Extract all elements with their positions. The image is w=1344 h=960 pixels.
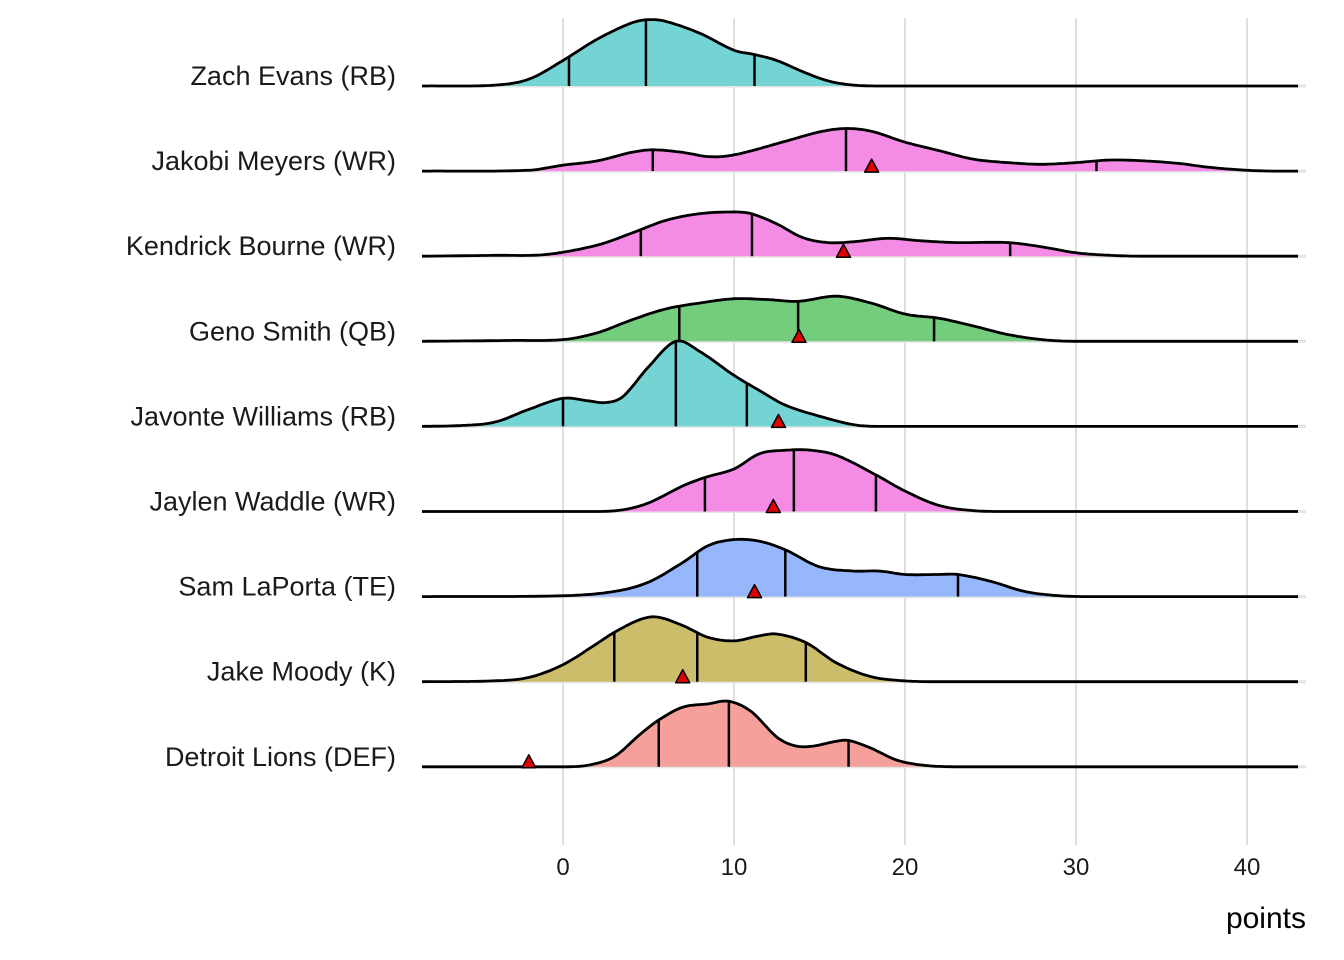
density-area [422,449,1298,512]
marker-triangle [674,668,691,684]
y-axis-label: Geno Smith (QB) [189,316,396,346]
marker-triangle [770,413,787,429]
ridge-zach-evans-rb [422,18,1298,88]
density-area [422,211,1298,257]
x-tick-label: 10 [721,854,748,881]
y-axis-label: Zach Evans (RB) [190,61,396,91]
density-area [422,19,1298,87]
density-outline [422,448,1298,513]
ridge-sam-laporta-te [422,537,1298,599]
marker-triangle [765,498,782,514]
density-outline [421,339,1298,428]
ridge-kendrick-bourne-wr [422,210,1298,258]
density-area [422,539,1298,597]
x-tick-label: 0 [556,854,569,881]
x-tick-label: 30 [1063,854,1090,881]
y-axis-label: Detroit Lions (DEF) [165,742,396,772]
y-axis-label: Jaylen Waddle (WR) [149,487,396,517]
marker-triangle [521,754,537,769]
y-axis-label: Jakobi Meyers (WR) [151,146,396,176]
marker-triangle [791,328,807,344]
x-axis-title: points [1226,902,1306,935]
y-axis-label: Sam LaPorta (TE) [178,572,396,602]
ridge-javonte-williams-rb [421,339,1298,429]
ridge-detroit-lions-def [422,699,1298,769]
density-area [422,616,1298,682]
density-area [422,296,1298,342]
x-tick-label: 40 [1234,854,1261,881]
density-outline [422,18,1298,88]
density-outline [422,294,1298,343]
marker-triangle [835,243,852,258]
y-axis-labels: Zach Evans (RB) Jakobi Meyers (WR) Kendric… [126,61,396,772]
density-area [422,340,1298,427]
x-tick-label: 20 [892,854,919,881]
density-outline [422,210,1298,258]
density-outline [422,537,1298,598]
ridge-jaylen-waddle-wr [422,448,1298,514]
marker-triangle [863,158,880,173]
density-outline [422,699,1298,769]
density-area [422,701,1298,767]
ridge-jake-moody-k [422,615,1298,684]
y-axis-label: Jake Moody (K) [207,657,396,687]
density-area [422,128,1298,172]
density-outline [422,127,1298,173]
y-axis-label: Javonte Williams (RB) [130,401,396,431]
y-axis-label: Kendrick Bourne (WR) [126,231,396,261]
ridge-geno-smith-qb [422,294,1298,344]
x-axis-ticks: 0 10 20 30 40 [556,854,1260,881]
density-outline [422,615,1298,684]
ridges [421,18,1298,769]
marker-triangle [746,583,763,599]
ridge-jakobi-meyers-wr [422,127,1298,173]
